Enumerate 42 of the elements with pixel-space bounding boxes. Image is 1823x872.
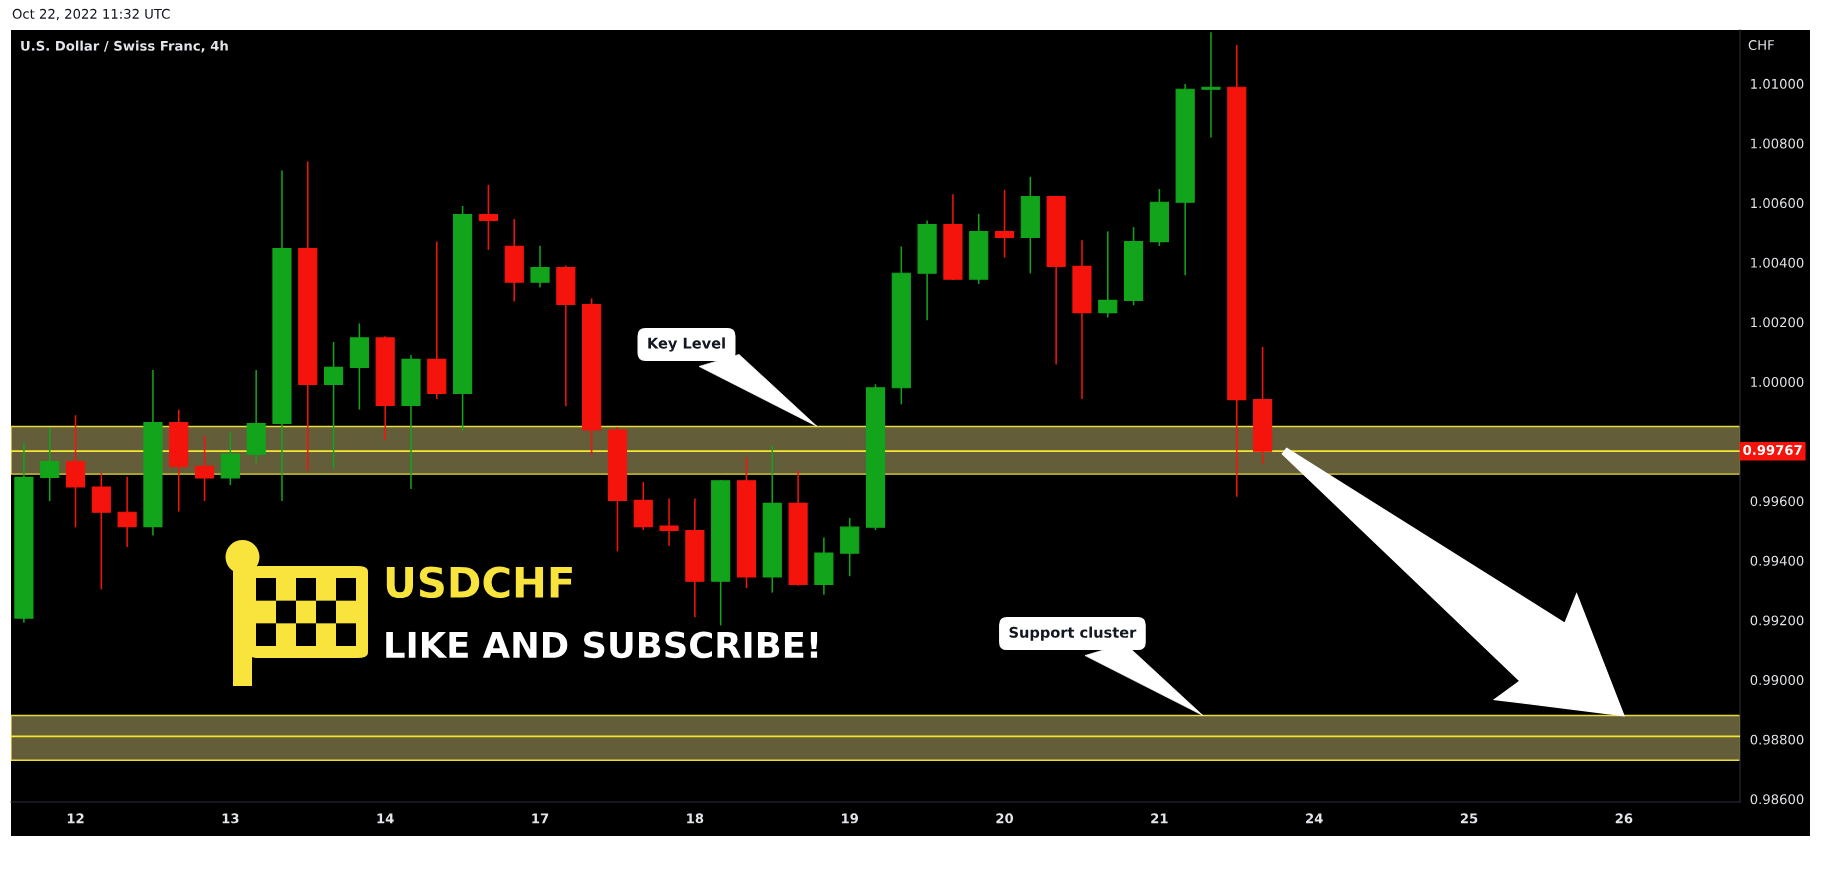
x-tick-label: 14 xyxy=(377,813,394,824)
x-tick-label: 13 xyxy=(222,813,239,824)
y-axis-title: CHF xyxy=(1748,40,1774,51)
y-tick-label: 1.01000 xyxy=(1751,78,1804,89)
candlestick xyxy=(994,189,1015,258)
x-tick-label: 25 xyxy=(1460,813,1478,824)
y-tick-label: 0.98600 xyxy=(1750,794,1804,805)
y-tick-label: 0.99200 xyxy=(1750,615,1804,626)
candlestick xyxy=(323,341,344,469)
annotation: Support cluster xyxy=(1009,626,1137,641)
x-tick-label: 12 xyxy=(67,813,84,824)
y-tick-label: 1.00200 xyxy=(1751,317,1804,328)
x-tick-label: 19 xyxy=(842,813,859,824)
annotation: Key Level xyxy=(648,337,725,352)
y-tick-label: 0.99400 xyxy=(1750,555,1804,566)
x-tick-label: 18 xyxy=(687,813,704,824)
y-tick-label: 0.98800 xyxy=(1750,734,1804,745)
x-tick-label: 21 xyxy=(1151,813,1168,824)
ref-line-label: 0.99767 xyxy=(1743,445,1802,455)
x-tick-label: 20 xyxy=(996,813,1014,824)
y-tick-label: 1.00600 xyxy=(1751,198,1804,209)
y-tick-label: 1.00000 xyxy=(1751,376,1804,387)
candlestick xyxy=(117,476,137,548)
annotation: LIKE AND SUBSCRIBE! xyxy=(386,631,818,659)
candlestick xyxy=(1098,231,1118,318)
candlestick xyxy=(478,184,498,250)
candlestick xyxy=(1201,32,1221,138)
y-tick-label: 0.99600 xyxy=(1750,496,1804,507)
x-tick-label: 26 xyxy=(1615,813,1633,824)
text: U.S. Dollar / Swiss Franc, 4h xyxy=(21,40,228,53)
candlestick xyxy=(659,498,679,546)
candlestick xyxy=(220,432,240,486)
y-tick-label: 1.00400 xyxy=(1751,257,1804,268)
candlestick xyxy=(530,245,550,288)
candlestick xyxy=(194,436,215,502)
candlestick xyxy=(40,428,60,502)
y-tick-label: 0.99000 xyxy=(1750,675,1804,685)
text: Oct 22, 2022 11:32 UTC xyxy=(12,8,170,21)
y-tick-label: 1.00800 xyxy=(1751,138,1804,149)
x-tick-label: 17 xyxy=(532,813,549,824)
x-tick-label: 24 xyxy=(1306,813,1323,824)
annotation: USDCHF xyxy=(386,566,572,599)
